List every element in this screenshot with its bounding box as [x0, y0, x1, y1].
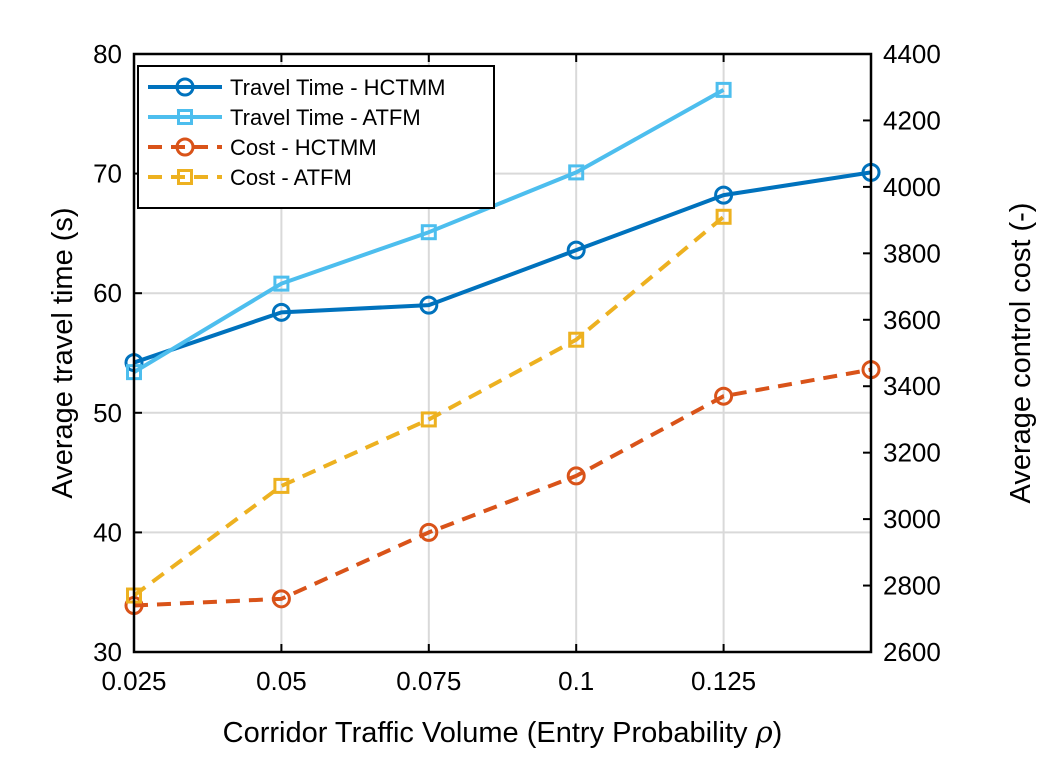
y-left-tick-label: 30 [93, 637, 122, 667]
series-2 [124, 360, 881, 615]
tick-marks-and-labels: 0.025 0.05 0.075 0.1 0.125 30 40 50 60 70 80 2600 28… [93, 39, 941, 696]
legend-box [137, 65, 495, 209]
y-left-tick-label: 80 [93, 39, 122, 69]
data-point [420, 224, 437, 241]
y-right-tick-label: 2600 [883, 637, 941, 667]
data-point [714, 185, 734, 205]
legend-label: Cost - HCTMM [230, 135, 377, 160]
data-point [273, 477, 290, 494]
x-tick-label: 0.025 [101, 666, 166, 696]
y-right-tick-label: 3400 [883, 371, 941, 401]
data-point [566, 466, 586, 486]
legend-item: Cost - HCTMM [148, 135, 377, 160]
data-point [273, 275, 290, 292]
y-right-tick-label: 3000 [883, 504, 941, 534]
data-point [175, 77, 195, 97]
series-line [133, 170, 872, 365]
legend-item: Travel Time - HCTMM [148, 75, 446, 100]
x-tick-label: 0.1 [558, 666, 594, 696]
data-point [714, 386, 734, 406]
data-point [177, 109, 193, 125]
plot-area-border [132, 52, 873, 654]
data-point [715, 208, 732, 225]
data-point [419, 295, 439, 315]
y-left-tick-label: 60 [93, 278, 122, 308]
data-point [271, 589, 291, 609]
series-line [132, 215, 725, 598]
data-point [271, 302, 291, 322]
y-axis-right-title: Average control cost (-) [1005, 203, 1037, 504]
y-axis-left-title: Average travel time (s) [47, 207, 79, 498]
x-axis-title: Corridor Traffic Volume (Entry Probabili… [223, 715, 783, 749]
data-point [715, 81, 732, 98]
y-right-tick-label: 3600 [883, 305, 941, 335]
y-right-tick-label: 3800 [883, 238, 941, 268]
y-right-tick-label: 3200 [883, 438, 941, 468]
y-right-tick-label: 2800 [883, 571, 941, 601]
legend-label: Travel Time - ATFM [230, 105, 421, 130]
data-point [568, 331, 585, 348]
x-tick-label: 0.125 [691, 666, 756, 696]
legend: Travel Time - HCTMM Travel Time - ATFM Cos… [137, 65, 495, 209]
axes [132, 52, 873, 654]
y-left-tick-label: 40 [93, 517, 122, 547]
data-point [420, 411, 437, 428]
y-left-tick-label: 70 [93, 159, 122, 189]
y-right-tick-label: 4000 [883, 172, 941, 202]
legend-label: Travel Time - HCTMM [230, 75, 446, 100]
series-line [132, 88, 725, 374]
legend-label: Cost - ATFM [230, 165, 352, 190]
legend-item: Cost - ATFM [148, 165, 352, 190]
y-right-tick-label: 4400 [883, 39, 941, 69]
data-point [566, 240, 586, 260]
data-point [419, 522, 439, 542]
data-point [175, 137, 195, 157]
x-tick-label: 0.05 [256, 666, 307, 696]
data-point [568, 164, 585, 181]
y-left-tick-label: 50 [93, 398, 122, 428]
series-line [133, 367, 872, 608]
legend-item: Travel Time - ATFM [148, 105, 421, 130]
x-tick-label: 0.075 [396, 666, 461, 696]
y-right-tick-label: 4200 [883, 105, 941, 135]
data-point [177, 169, 193, 185]
